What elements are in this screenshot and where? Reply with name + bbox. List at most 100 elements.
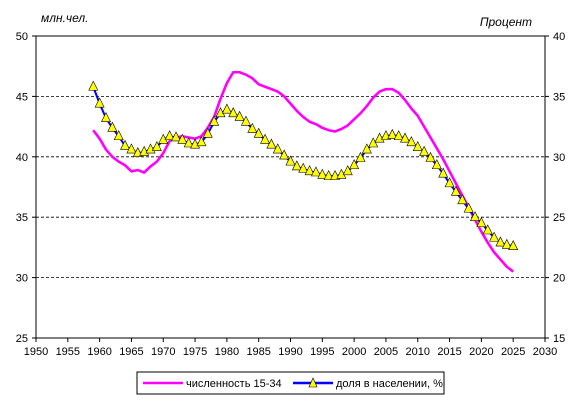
- data-point-marker: [221, 103, 232, 114]
- data-point-marker: [450, 185, 461, 196]
- y-left-tick-label: 45: [16, 91, 28, 103]
- data-point-marker: [400, 132, 411, 143]
- data-point-marker: [234, 110, 245, 121]
- data-point-marker: [310, 166, 321, 177]
- y-left-tick-label: 25: [16, 333, 28, 345]
- y-right-tick-label: 35: [553, 91, 565, 103]
- y-axis-right: 15 20 25 30 35 40: [545, 31, 565, 345]
- data-point-marker: [196, 136, 207, 147]
- data-point-marker: [342, 165, 353, 176]
- data-point-marker: [508, 240, 519, 250]
- legend-label-population: численность 15-34: [186, 378, 282, 390]
- legend-label-share: доля в населении, %: [336, 378, 443, 390]
- data-point-marker: [279, 149, 290, 160]
- data-point-marker: [387, 128, 398, 139]
- x-tick-label: 2025: [501, 346, 525, 358]
- legend: численность 15-34 доля в населении, %: [136, 371, 445, 395]
- data-point-marker: [361, 143, 372, 154]
- data-point-marker: [431, 159, 442, 170]
- data-point-marker: [240, 115, 251, 126]
- data-point-marker: [183, 137, 194, 148]
- data-point-marker: [202, 127, 213, 138]
- data-point-marker: [177, 133, 188, 144]
- data-point-marker: [457, 194, 468, 205]
- data-point-marker: [272, 143, 283, 154]
- data-point-marker: [253, 127, 264, 138]
- x-tick-label: 1985: [246, 346, 270, 358]
- y-right-tick-label: 25: [553, 212, 565, 224]
- data-point-marker: [425, 151, 436, 162]
- y-left-tick-label: 30: [16, 273, 28, 285]
- data-point-marker: [247, 122, 258, 133]
- data-point-marker: [438, 167, 449, 178]
- x-tick-label: 1995: [310, 346, 334, 358]
- x-tick-label: 1950: [24, 346, 48, 358]
- x-tick-label: 2010: [406, 346, 430, 358]
- data-point-marker: [489, 231, 500, 242]
- x-tick-label: 2005: [374, 346, 398, 358]
- data-point-marker: [444, 177, 455, 188]
- x-tick-label: 2020: [469, 346, 493, 358]
- x-axis: 1950 1955 1960 1965 1970 1975 1980 1985 1990 1995…: [24, 338, 557, 358]
- legend-marker-share: [308, 377, 318, 388]
- data-point-marker: [285, 155, 296, 166]
- data-point-marker: [501, 238, 512, 249]
- data-point-marker: [120, 139, 131, 150]
- data-point-marker: [151, 140, 162, 151]
- data-point-marker: [228, 107, 239, 118]
- x-tick-label: 2015: [437, 346, 461, 358]
- data-point-marker: [355, 151, 366, 162]
- x-tick-label: 1980: [215, 346, 239, 358]
- y-axis-left: 25 30 35 40 45 50: [16, 31, 36, 345]
- y-left-tick-label: 50: [16, 31, 28, 43]
- data-point-marker: [107, 121, 118, 132]
- x-tick-label: 1975: [183, 346, 207, 358]
- data-point-marker: [419, 145, 430, 156]
- x-tick-label: 1965: [119, 346, 143, 358]
- y-right-tick-label: 20: [553, 273, 565, 285]
- data-point-marker: [368, 137, 379, 148]
- data-point-marker: [101, 111, 111, 122]
- data-point-marker: [470, 211, 480, 221]
- data-point-marker: [463, 202, 474, 213]
- y-left-tick-label: 40: [16, 152, 28, 164]
- data-point-marker: [88, 80, 99, 91]
- data-point-marker: [266, 138, 277, 149]
- data-point-marker: [170, 131, 181, 142]
- x-tick-label: 2000: [342, 346, 366, 358]
- x-tick-label: 1990: [278, 346, 302, 358]
- data-point-marker: [260, 133, 271, 144]
- x-tick-label: 1970: [151, 346, 175, 358]
- y-right-tick-label: 40: [553, 31, 565, 43]
- y-right-unit-label: Процент: [480, 15, 532, 29]
- data-point-marker: [317, 168, 328, 179]
- data-point-marker: [323, 169, 334, 180]
- data-point-marker: [349, 159, 360, 170]
- data-point-marker: [304, 165, 315, 176]
- data-point-marker: [393, 130, 404, 141]
- data-point-marker: [94, 97, 105, 108]
- series-line-0: [92, 70, 514, 273]
- data-point-marker: [113, 130, 124, 141]
- plot-area: [35, 35, 546, 339]
- y-left-unit-label: млн.чел.: [41, 11, 89, 25]
- data-point-marker: [126, 143, 137, 154]
- legend-box: [136, 371, 445, 395]
- data-point-marker: [298, 162, 309, 173]
- x-tick-label: 1955: [56, 346, 80, 358]
- series-markers: [88, 80, 519, 250]
- data-point-marker: [482, 224, 493, 235]
- y-right-tick-label: 30: [553, 152, 565, 164]
- x-tick-label: 2030: [533, 346, 557, 358]
- data-point-marker: [291, 160, 302, 171]
- data-point-marker: [495, 236, 506, 247]
- data-point-marker: [209, 115, 220, 126]
- y-right-tick-label: 15: [553, 333, 565, 345]
- data-point-marker: [164, 130, 175, 141]
- data-point-marker: [406, 136, 417, 147]
- data-point-marker: [476, 217, 487, 228]
- data-point-marker: [412, 140, 423, 151]
- x-tick-label: 1960: [87, 346, 111, 358]
- y-left-tick-label: 35: [16, 212, 28, 224]
